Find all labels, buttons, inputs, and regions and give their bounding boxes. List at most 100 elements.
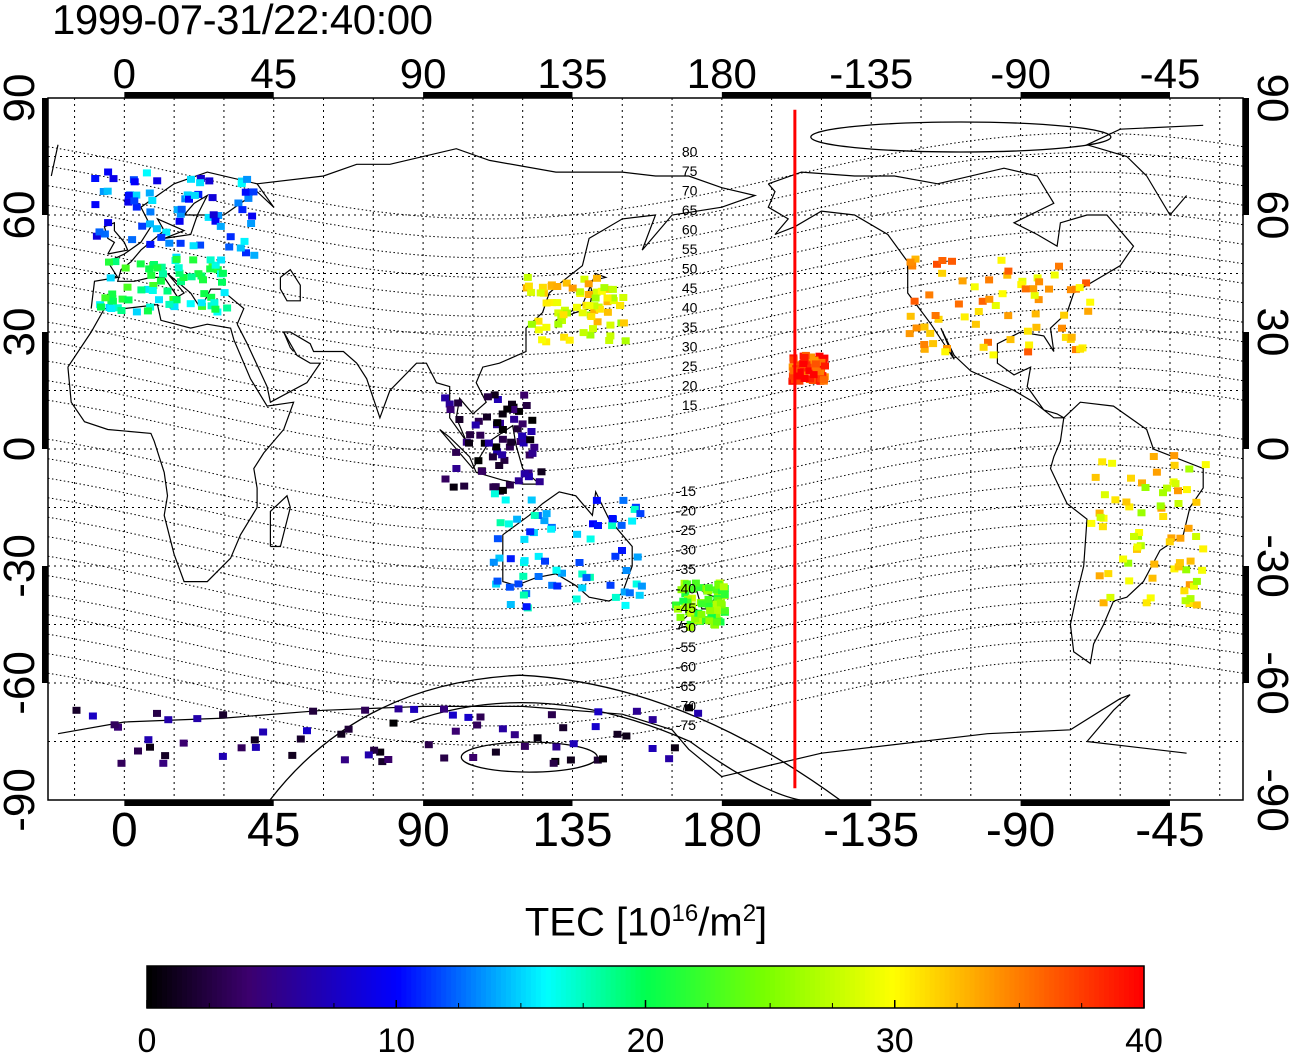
tec-point: [519, 439, 528, 447]
tec-point: [513, 425, 522, 433]
tec-point: [1170, 565, 1179, 573]
tec-point: [1134, 532, 1143, 540]
tec-point: [1159, 513, 1168, 520]
tec-point: [820, 376, 828, 384]
tec-point: [179, 274, 188, 281]
tec-point: [513, 515, 522, 523]
colorbar-segment: [241, 966, 248, 1008]
colorbar-segment: [929, 966, 936, 1008]
colorbar-segment: [520, 966, 527, 1008]
tec-point: [542, 338, 551, 346]
colorbar-segment: [605, 966, 612, 1008]
tec-point: [162, 228, 171, 236]
tec-point: [132, 203, 141, 211]
tec-point: [535, 478, 544, 486]
lon-tick-top: 0: [113, 50, 136, 97]
colorbar-segment: [660, 966, 667, 1008]
tec-point: [553, 299, 562, 307]
tec-point: [1050, 271, 1059, 279]
tec-point: [1192, 577, 1201, 585]
tec-point: [109, 175, 118, 183]
tec-point: [542, 323, 551, 331]
tec-point: [685, 624, 694, 631]
colorbar-segment: [750, 966, 756, 1008]
tec-point: [106, 274, 115, 282]
map-grid: [48, 98, 1243, 800]
colorbar-segment: [441, 966, 447, 1008]
contour-label: 60: [682, 222, 698, 238]
tec-point: [220, 289, 229, 297]
tec-point: [187, 273, 196, 281]
tec-point: [608, 522, 617, 530]
contour-label: -35: [676, 561, 696, 577]
tec-point: [104, 168, 113, 176]
tec-point: [130, 197, 139, 205]
coastline-s-america: [1049, 401, 1204, 665]
tec-point: [811, 360, 820, 368]
tec-point: [1082, 279, 1091, 287]
colorbar-segment: [904, 966, 911, 1008]
tec-point: [1006, 336, 1015, 344]
tec-point: [542, 299, 551, 307]
tec-point: [88, 712, 97, 720]
tec-point: [559, 724, 568, 732]
tec-point: [958, 277, 967, 285]
tec-point: [505, 443, 514, 451]
tec-point: [582, 574, 591, 582]
tec-point: [143, 285, 152, 293]
contour-label: 45: [682, 280, 698, 296]
tec-point: [578, 309, 587, 317]
tec-point: [226, 233, 235, 241]
tec-point: [809, 371, 818, 379]
tec-point: [565, 336, 574, 344]
lon-tick-top: 180: [687, 50, 757, 97]
tec-point: [619, 496, 628, 504]
tec-point: [519, 591, 528, 599]
tec-point: [152, 225, 161, 233]
tec-point: [117, 759, 126, 767]
tec-point: [534, 552, 543, 560]
tec-point: [1004, 267, 1013, 275]
mag-contour: [47, 522, 1244, 610]
tec-point: [712, 586, 721, 594]
tec-point: [489, 483, 498, 491]
tec-point: [586, 535, 595, 543]
tec-point: [677, 586, 686, 594]
colorbar-segment: [1029, 966, 1035, 1008]
tec-point: [123, 283, 132, 291]
colorbar-segment: [785, 966, 791, 1008]
tec-point: [454, 399, 463, 407]
tec-point: [510, 415, 519, 423]
tec-point: [905, 330, 914, 338]
lon-tick-bottom: -135: [823, 804, 919, 857]
colorbar-segment: [884, 966, 891, 1008]
lat-tick-right: -60: [1248, 651, 1292, 715]
tec-point: [247, 220, 256, 227]
tec-point: [714, 581, 723, 589]
mag-contour: [47, 425, 1244, 512]
tec-point: [593, 274, 601, 282]
colorbar-tick-label: 20: [627, 1022, 665, 1057]
tec-point: [540, 517, 549, 525]
tec-point: [934, 315, 943, 323]
tec-point: [648, 716, 657, 724]
tec-point: [237, 744, 246, 752]
tec-point: [712, 610, 721, 618]
tec-point: [628, 517, 637, 525]
tec-point: [538, 336, 547, 344]
tec-point: [527, 496, 536, 504]
tec-point: [630, 505, 639, 513]
tec-point: [606, 581, 615, 589]
lat-tick-left: -30: [0, 534, 44, 598]
tec-point: [528, 449, 537, 457]
colorbar-segment: [775, 966, 781, 1008]
tec-point: [788, 372, 797, 380]
tec-point: [687, 609, 696, 617]
colorbar-segment: [481, 966, 487, 1008]
tec-point: [1171, 480, 1180, 488]
colorbar-segment: [555, 966, 562, 1008]
tec-point: [817, 358, 826, 366]
tec-point: [674, 605, 682, 613]
coastline-arabia-inner: [283, 331, 295, 352]
